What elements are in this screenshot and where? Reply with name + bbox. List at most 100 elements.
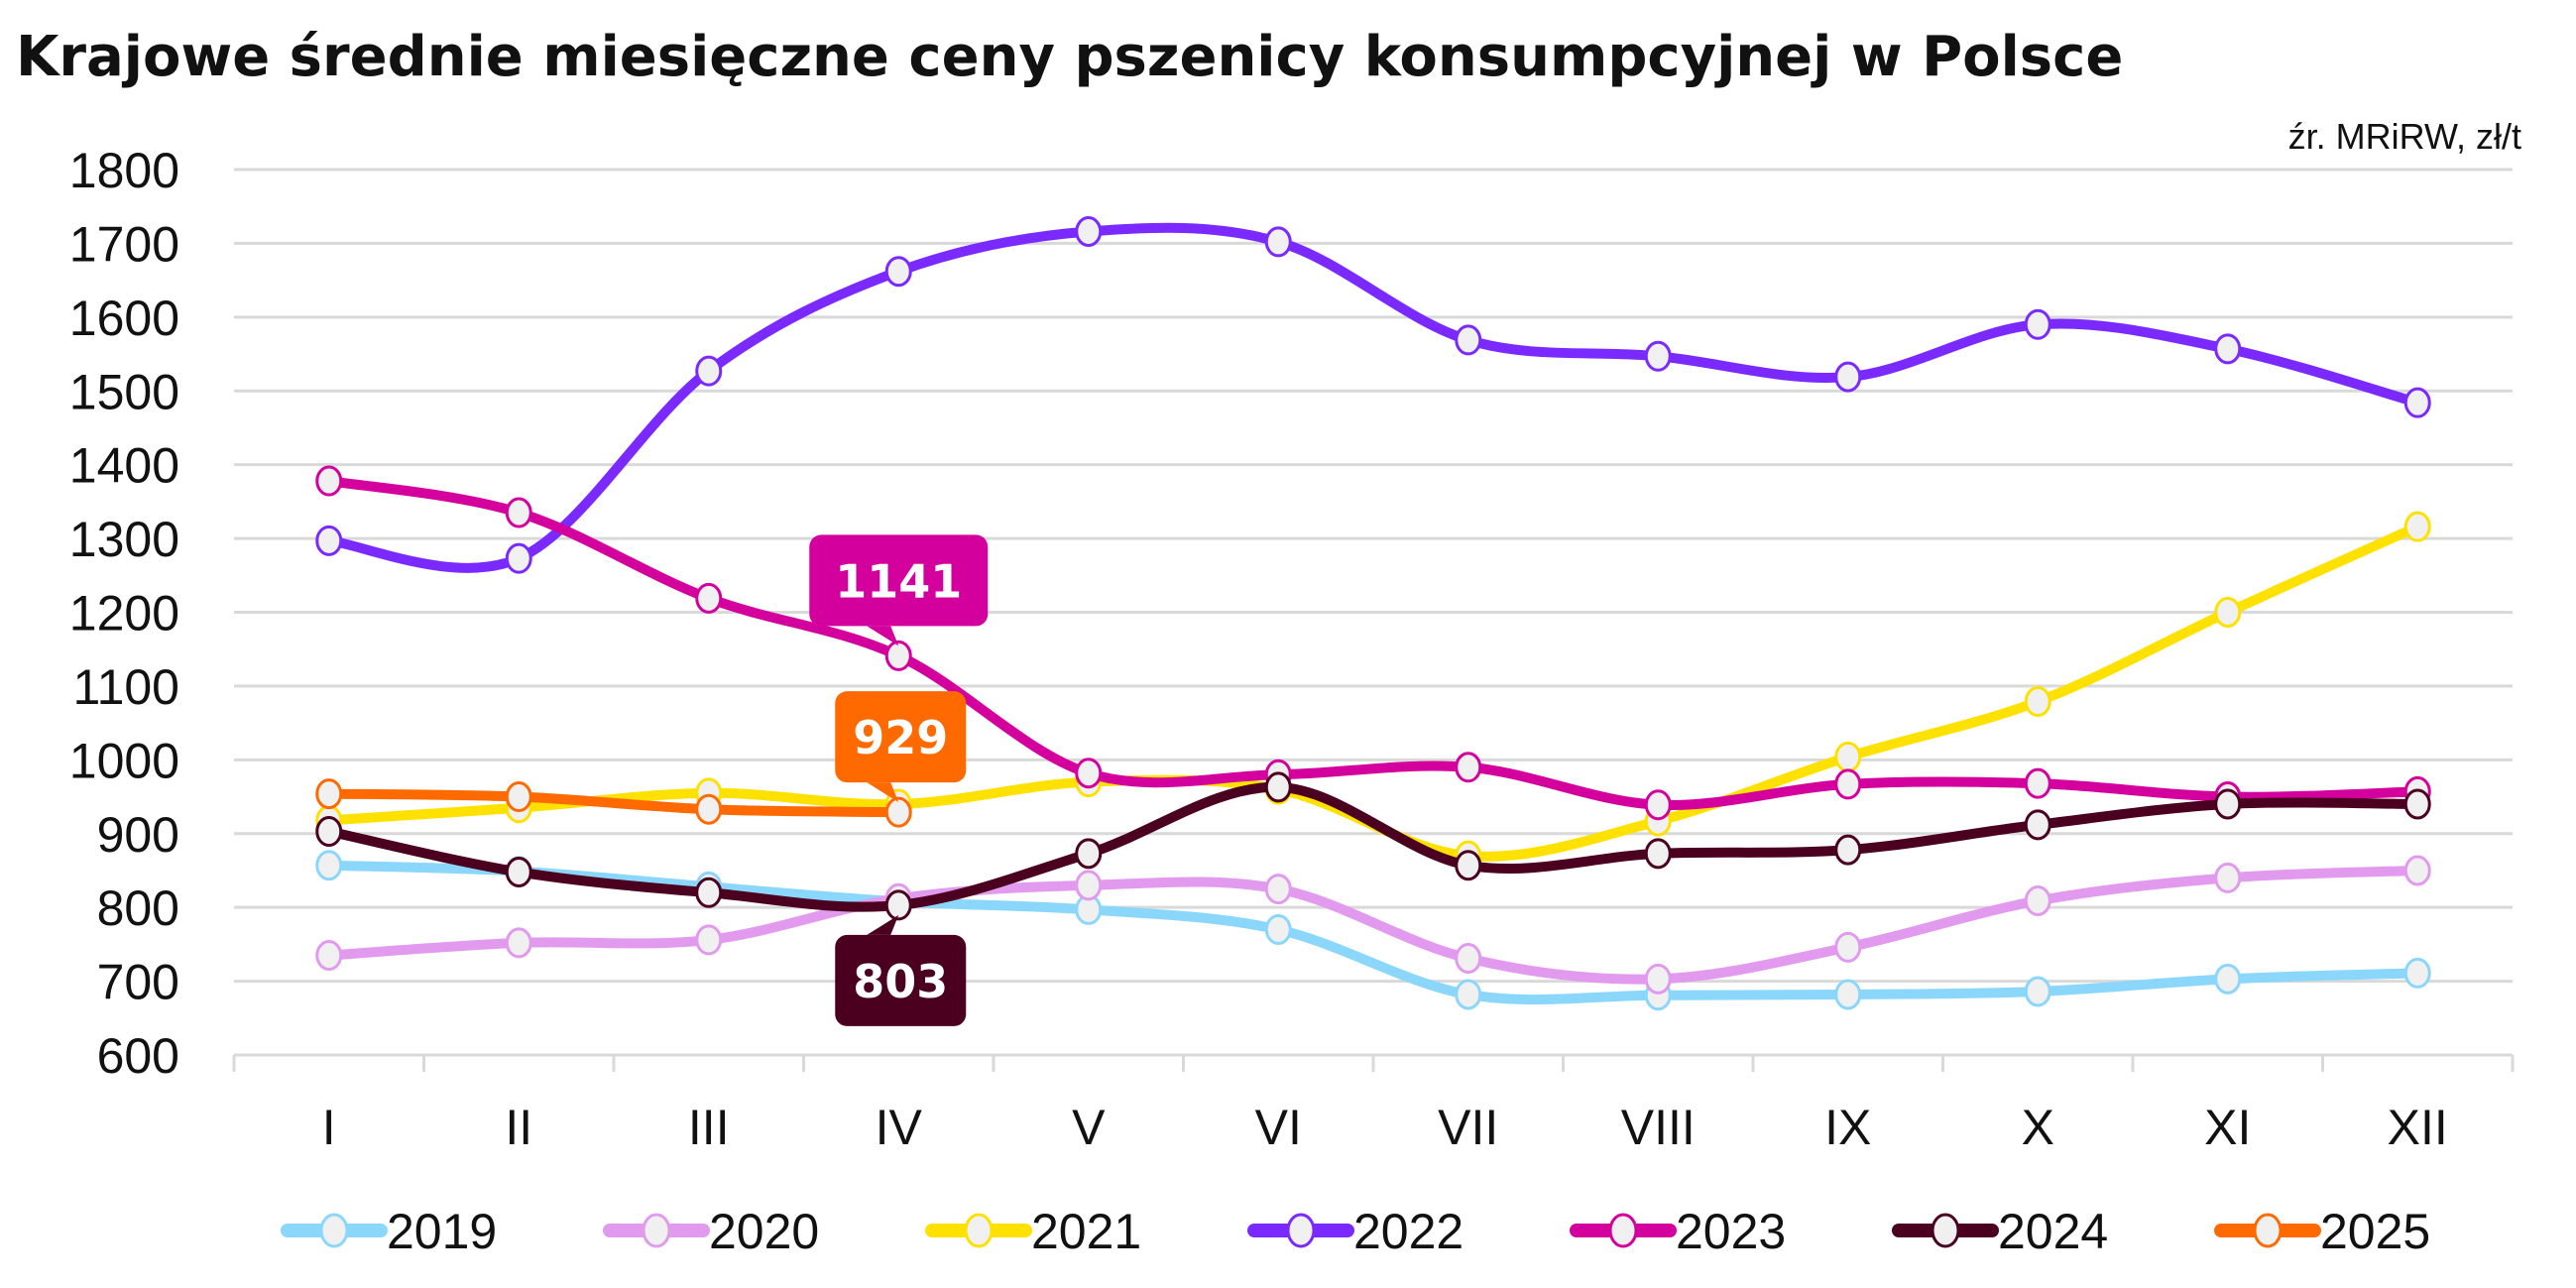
data-point-2020 [1264, 874, 1292, 905]
series-line-2020 [323, 865, 2423, 985]
data-point-2023 [315, 465, 343, 497]
data-point-2024 [315, 816, 343, 848]
data-point-2023 [1455, 752, 1482, 783]
data-point-2022 [2214, 333, 2242, 365]
y-tick-label: 1300 [69, 512, 179, 567]
data-point-2019 [2403, 957, 2431, 989]
data-point-2021 [1834, 741, 1862, 772]
legend: 2019 2020 2021 2022 2023 2024 2025 [281, 1204, 2430, 1259]
data-point-2022 [695, 355, 723, 387]
data-point-2020 [315, 940, 343, 972]
data-point-2019 [2214, 963, 2242, 995]
data-point-2024 [1264, 771, 1292, 803]
data-point-2025 [505, 781, 532, 813]
y-axis: 600 700 800 900 1000 1100 1200 1300 1400 1500 1600… [69, 143, 179, 1084]
x-tick-label: X [2022, 1100, 2054, 1155]
legend-swatch-marker [319, 1213, 349, 1248]
data-point-2020 [2214, 862, 2242, 893]
data-point-2019 [2024, 976, 2051, 1007]
legend-item-2021: 2021 [925, 1204, 1141, 1259]
legend-item-2023: 2023 [1570, 1204, 1786, 1259]
data-point-2019 [1455, 979, 1482, 1010]
callout-box [835, 691, 967, 783]
x-tick-label: XI [2204, 1100, 2251, 1155]
data-point-2024 [2403, 788, 2431, 820]
y-tick-label: 1200 [69, 586, 179, 642]
data-point-2022 [505, 542, 532, 574]
data-point-2024 [2024, 809, 2051, 841]
y-tick-label: 1100 [72, 659, 179, 715]
x-tick-label: V [1072, 1100, 1106, 1155]
data-point-2022 [2024, 308, 2051, 340]
series-2023 [315, 465, 2431, 821]
data-point-2024 [1834, 834, 1862, 866]
legend-swatch-marker [642, 1213, 671, 1248]
callouts: 1141 929 803 [809, 534, 989, 1026]
series-2019 [315, 850, 2431, 1011]
series-2025 [315, 778, 912, 828]
callout-label: 803 [853, 955, 948, 1008]
x-tick-label: VI [1255, 1100, 1302, 1155]
data-point-2022 [1644, 340, 1672, 372]
callout-label: 1141 [835, 554, 962, 608]
x-tick-label: IV [876, 1100, 923, 1155]
x-tick-label: VIII [1621, 1100, 1696, 1155]
data-point-2024 [884, 889, 912, 921]
y-tick-label: 1600 [69, 291, 179, 346]
data-point-2019 [1834, 979, 1862, 1010]
data-point-2022 [2403, 387, 2431, 418]
data-point-2020 [2403, 855, 2431, 886]
legend-label: 2022 [1353, 1204, 1464, 1259]
legend-item-2020: 2020 [603, 1204, 819, 1259]
x-tick-label: XII [2388, 1100, 2448, 1155]
x-tick-label: II [505, 1100, 532, 1155]
series-line-2024 [323, 781, 2423, 912]
legend-item-2025: 2025 [2214, 1204, 2430, 1259]
data-point-2022 [1075, 216, 1103, 248]
legend-label: 2025 [2320, 1204, 2430, 1259]
callout-box [809, 534, 989, 627]
legend-label: 2020 [709, 1204, 819, 1259]
data-point-2022 [1834, 361, 1862, 393]
data-point-2020 [695, 924, 723, 956]
series-line-2023 [323, 476, 2423, 811]
data-point-2019 [1264, 913, 1292, 945]
callout-2024: 803 [835, 914, 967, 1026]
data-point-2023 [505, 497, 532, 528]
data-point-2020 [2024, 884, 2051, 916]
legend-swatch-marker [1286, 1213, 1316, 1248]
legend-label: 2023 [1676, 1204, 1786, 1259]
data-point-2025 [884, 796, 912, 828]
callout-box [835, 934, 967, 1026]
callout-pointer [867, 914, 899, 935]
data-point-2024 [1644, 838, 1672, 870]
series-line-2022 [323, 222, 2423, 573]
data-point-2022 [1264, 226, 1292, 258]
y-tick-label: 1000 [69, 733, 179, 788]
x-tick-label: VII [1438, 1100, 1498, 1155]
chart-subtitle: źr. MRiRW, zł/t [2288, 116, 2521, 157]
data-point-2021 [2214, 597, 2242, 628]
data-point-2020 [1834, 931, 1862, 963]
data-point-2023 [695, 582, 723, 614]
legend-item-2024: 2024 [1892, 1204, 2108, 1259]
data-point-2023 [1644, 789, 1672, 821]
legend-label: 2019 [387, 1204, 497, 1259]
callout-2023: 1141 [809, 534, 989, 646]
data-point-2022 [315, 525, 343, 556]
data-point-2024 [695, 877, 723, 908]
data-point-2022 [884, 256, 912, 288]
y-tick-label: 1800 [69, 143, 179, 198]
legend-swatch-marker [1608, 1213, 1638, 1248]
x-tick-label: I [322, 1100, 336, 1155]
data-point-2021 [2024, 686, 2051, 718]
legend-item-2019: 2019 [281, 1204, 497, 1259]
data-point-2020 [1644, 963, 1672, 995]
data-point-2025 [695, 793, 723, 825]
x-tick-label: III [688, 1100, 730, 1155]
y-tick-label: 700 [97, 955, 179, 1010]
y-tick-label: 600 [97, 1028, 179, 1084]
series-line-2019 [323, 860, 2423, 1005]
series-line-2025 [323, 788, 904, 818]
